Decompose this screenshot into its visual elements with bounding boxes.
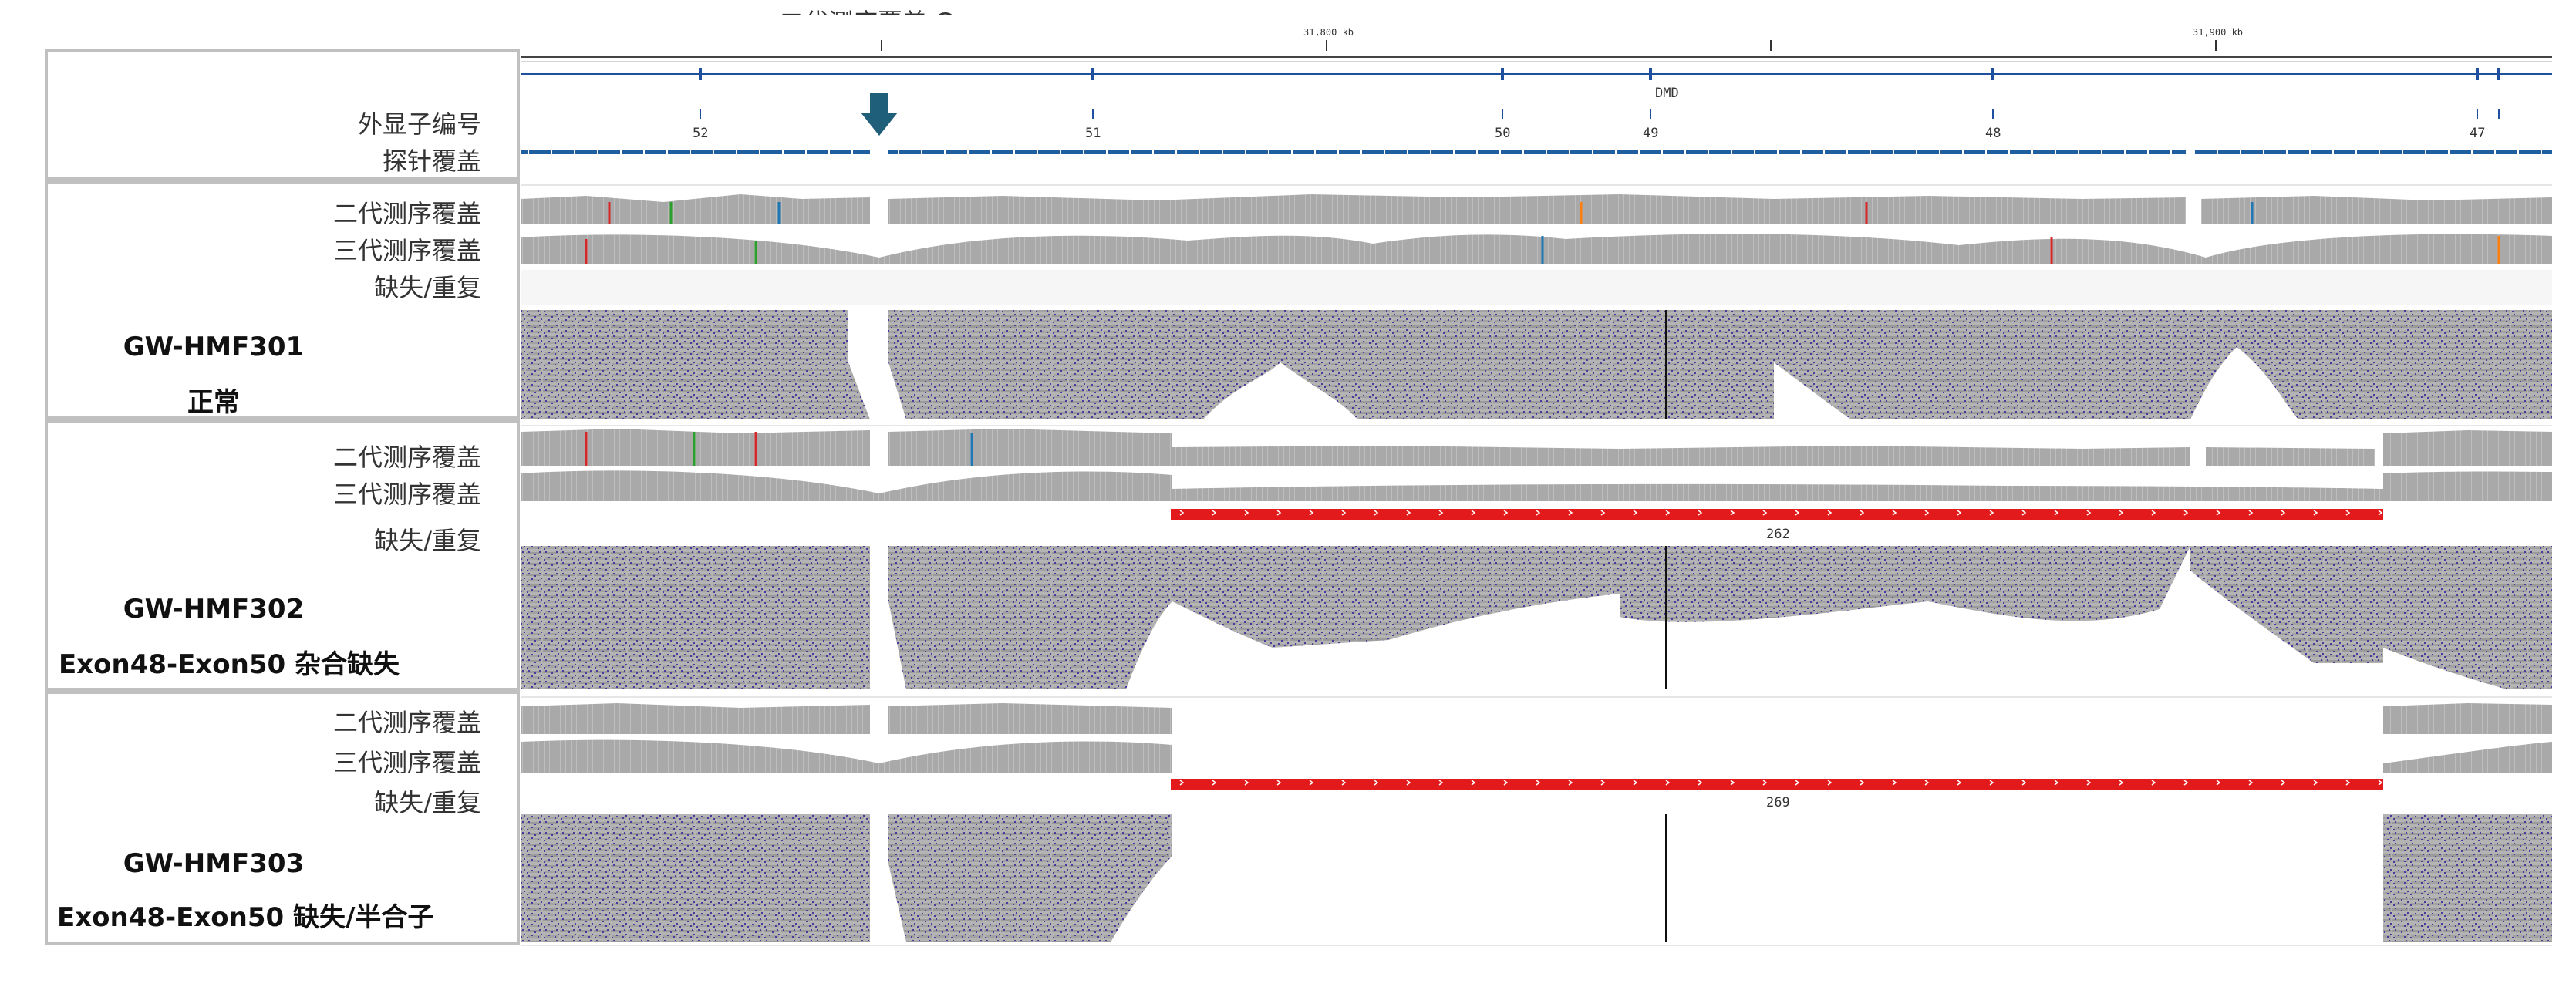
sample-description: Exon48-Exon50 杂合缺失 [59,649,400,680]
gene-exons [699,68,2500,80]
reads-track [521,310,2552,419]
ngs-snp-lines [585,432,973,466]
sample-panel-2: 二代测序覆盖 三代测序覆盖 缺失/重复 GW-HMF302 Exon48-Exo… [45,419,520,691]
probe-coverage-track [521,150,2552,154]
cnv-label: 缺失/重复 [374,788,481,817]
sample-name: GW-HMF303 [123,848,305,879]
ngs-coverage-track [521,194,2552,224]
tgs-coverage-track [521,470,2552,501]
exon-number: 51 [1085,126,1101,141]
ngs-snp-lines [608,202,2254,224]
exon-number-marks [700,109,2500,119]
exon-number: 50 [1495,126,1510,141]
sample-3-tracks: 269 [521,696,2552,946]
ngs-coverage-track [521,703,2552,734]
reference-label-panel: 外显子编号 探针覆盖 [45,49,520,180]
cnv-label: 缺失/重复 [374,273,481,302]
exon-number: 47 [2470,126,2485,141]
exon-number: 49 [1643,126,1658,141]
cnv-track [521,270,2552,305]
sample-description: Exon48-Exon50 缺失/半合子 [57,902,434,933]
sample-2-tracks: 262 [521,425,2552,689]
cnv-value: 262 [1766,527,1790,542]
sample-1-tracks [521,184,2552,419]
sample-description: 正常 [187,387,240,418]
gene-name: DMD [1655,86,1679,101]
ngs-coverage-label: 二代测序覆盖 [332,708,481,737]
probe-coverage-label: 探针覆盖 [382,147,481,176]
reads-track [521,814,2552,942]
tgs-coverage-track [521,739,2552,773]
cnv-value: 269 [1766,795,1790,810]
ngs-coverage-label: 二代测序覆盖 [332,443,481,472]
ruler-ticks [881,40,2217,51]
ngs-coverage-track [521,429,2552,466]
exon-number-label: 外显子编号 [357,109,481,139]
reads-track [521,546,2552,689]
ruler-tick-label: 31,800 kb [1303,27,1354,38]
sample-name: GW-HMF302 [123,594,305,625]
exon-number: 52 [693,126,708,141]
tgs-snp-lines [585,236,2500,264]
tgs-coverage-track [521,234,2552,264]
tgs-coverage-label: 三代测序覆盖 [332,748,481,777]
tgs-coverage-label: 三代测序覆盖 [332,480,481,509]
sample-panel-1: 二代测序覆盖 三代测序覆盖 缺失/重复 GW-HMF301 正常 [45,180,520,419]
ruler-tick-label: 31,900 kb [2193,27,2243,38]
deletion-bar [1171,509,2383,520]
exon-number: 48 [1985,126,2001,141]
sample-name: GW-HMF301 [123,332,305,362]
tgs-coverage-label: 三代测序覆盖 [332,236,481,265]
ngs-coverage-label: 二代测序覆盖 [332,199,481,228]
down-arrow-icon [861,93,898,136]
sample-panel-3: 二代测序覆盖 三代测序覆盖 缺失/重复 GW-HMF303 Exon48-Exo… [45,691,520,945]
cnv-label: 缺失/重复 [374,526,481,555]
deletion-bar [1171,779,2383,790]
